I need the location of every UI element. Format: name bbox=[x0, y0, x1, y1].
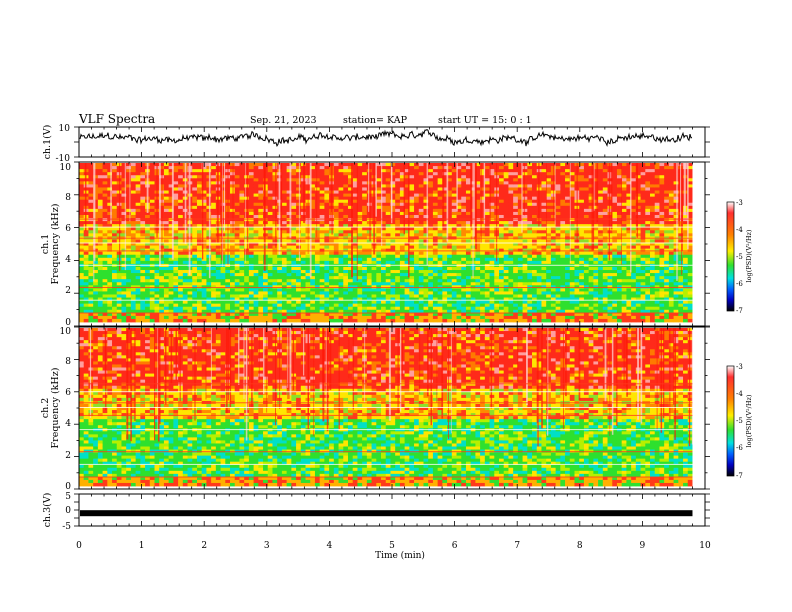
ch1-waveform-ticks bbox=[74, 126, 710, 158]
time-tick-10: 10 bbox=[699, 541, 711, 551]
ch1-colorbar-tick-bottom: -7 bbox=[736, 307, 743, 315]
time-tick-8: 8 bbox=[577, 541, 583, 551]
header-start-time: start UT = 15: 0 : 1 bbox=[438, 115, 532, 126]
ch2-freq-tick-8: 8 bbox=[65, 357, 71, 367]
ch1-freq-tick-6: 6 bbox=[65, 224, 71, 234]
time-tick-5: 5 bbox=[389, 541, 395, 551]
ch2-freq-tick-10: 10 bbox=[60, 327, 72, 337]
ch2-spectrogram-ylabel-frequency: Frequency (kHz) bbox=[50, 368, 61, 449]
ch1-colorbar-tick-2: -4 bbox=[736, 226, 743, 234]
ch3-ytick-mid: 0 bbox=[65, 506, 71, 516]
header-station: station= KAP bbox=[343, 115, 408, 126]
ch1-colorbar-label: log(PSD)(V²/Hz) bbox=[745, 229, 753, 282]
ch1-freq-tick-10: 10 bbox=[60, 163, 72, 173]
ch1-colorbar-tick-4: -6 bbox=[736, 280, 743, 288]
figure-title: VLF Spectra bbox=[78, 112, 155, 126]
ch2-freq-tick-6: 6 bbox=[65, 388, 71, 398]
time-tick-6: 6 bbox=[452, 541, 458, 551]
ch1-waveform-panel: 10 -10 ch.1(V) bbox=[42, 124, 710, 164]
ch2-spectrogram-ylabel-channel: ch.2 bbox=[40, 398, 51, 419]
ch3-waveform-ticks bbox=[74, 493, 710, 527]
time-tick-3: 3 bbox=[264, 541, 270, 551]
time-tick-7: 7 bbox=[514, 541, 520, 551]
ch1-ytick-top: 10 bbox=[59, 124, 71, 134]
ch2-colorbar-tick-bottom: -7 bbox=[736, 472, 743, 480]
time-tick-9: 9 bbox=[640, 541, 646, 551]
ch2-freq-tick-2: 2 bbox=[65, 451, 71, 461]
ch1-freq-tick-2: 2 bbox=[65, 286, 71, 296]
ch1-ytick-bottom: -10 bbox=[56, 154, 71, 164]
ch2-spectrogram-panel: 10 8 6 4 2 0 ch.2 Frequency (kHz) -3 -4 … bbox=[40, 326, 753, 492]
ch2-colorbar-tick-top: -3 bbox=[736, 363, 743, 371]
ch2-colorbar-tick-4: -6 bbox=[736, 444, 743, 452]
ch2-colorbar bbox=[726, 365, 735, 477]
ch1-spectrogram-ticks bbox=[74, 161, 710, 327]
header-date: Sep. 21, 2023 bbox=[250, 115, 317, 126]
time-axis-label: Time (min) bbox=[375, 550, 425, 561]
ch2-spectrogram-ticks bbox=[74, 326, 710, 490]
ch1-freq-tick-0: 0 bbox=[65, 318, 71, 328]
ch2-freq-tick-4: 4 bbox=[65, 419, 71, 429]
time-axis: 0 1 2 3 4 5 6 7 8 9 10 Time (min) bbox=[76, 541, 711, 561]
ch1-colorbar-tick-3: -5 bbox=[736, 253, 743, 261]
ch1-spectrogram-ylabel-frequency: Frequency (kHz) bbox=[50, 204, 61, 285]
ch2-colorbar-tick-2: -4 bbox=[736, 390, 743, 398]
ch1-freq-tick-4: 4 bbox=[65, 255, 71, 265]
ch3-waveform-line bbox=[80, 510, 693, 517]
ch2-colorbar-tick-3: -5 bbox=[736, 417, 743, 425]
ch3-ytick-top: 5 bbox=[65, 492, 71, 502]
ch3-waveform-panel: 5 0 -5 ch.3(V) bbox=[42, 492, 710, 532]
time-tick-2: 2 bbox=[201, 541, 207, 551]
ch1-colorbar-tick-top: -3 bbox=[736, 199, 743, 207]
time-tick-0: 0 bbox=[76, 541, 82, 551]
ch1-freq-tick-8: 8 bbox=[65, 193, 71, 203]
ch2-colorbar-label: log(PSD)(V²/Hz) bbox=[745, 394, 753, 447]
time-tick-4: 4 bbox=[327, 541, 333, 551]
ch3-waveform-ylabel: ch.3(V) bbox=[42, 493, 53, 528]
ch1-waveform-ylabel: ch.1(V) bbox=[42, 125, 53, 160]
ch1-spectrogram-image bbox=[79, 163, 705, 323]
ch1-spectrogram-ylabel-channel: ch.1 bbox=[40, 234, 51, 255]
ch1-waveform-line bbox=[79, 129, 693, 148]
ch1-spectrogram-panel: 10 8 6 4 2 0 ch.1 Frequency (kHz) -3 -4 … bbox=[40, 161, 753, 328]
time-tick-1: 1 bbox=[139, 541, 145, 551]
ch2-freq-tick-0: 0 bbox=[65, 482, 71, 492]
ch1-colorbar bbox=[726, 201, 735, 312]
ch3-ytick-bottom: -5 bbox=[62, 522, 71, 532]
ch2-spectrogram-image bbox=[79, 328, 705, 487]
